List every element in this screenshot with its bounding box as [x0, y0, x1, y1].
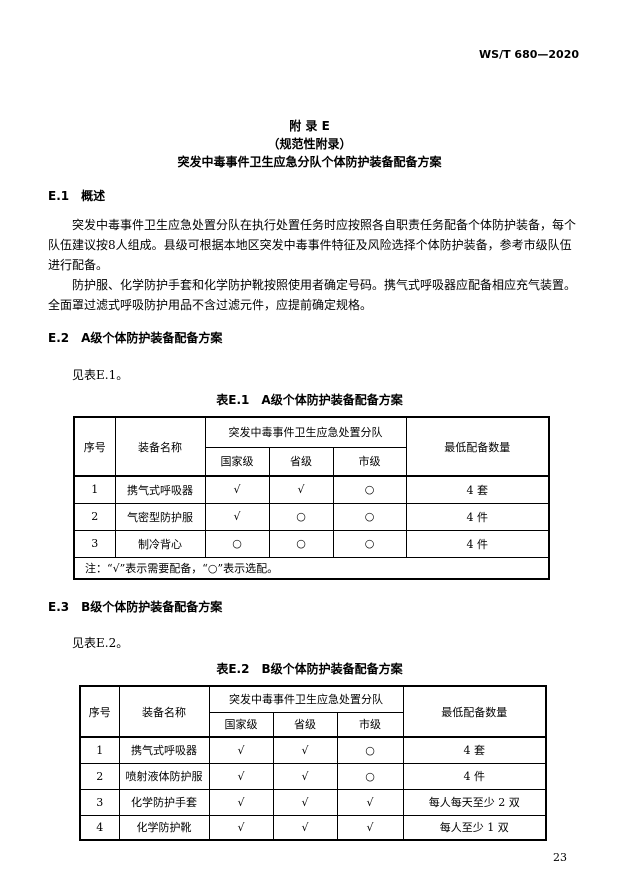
table-e1-title: 表E.1 A级个体防护装备配备方案 — [216, 393, 403, 407]
cell: 携气式呼吸器 — [114, 475, 206, 504]
cell: 化学防护手套 — [118, 788, 210, 816]
cell: 喷射液体防护服 — [118, 762, 210, 790]
cell: 4 套 — [402, 736, 547, 764]
appendix-title: 附 录 E — [289, 119, 330, 133]
standard-number: WS/T 680—2020 — [479, 48, 579, 61]
cell: √ — [208, 762, 274, 790]
table-e1: 序号 装备名称 突发中毒事件卫生应急处置分队 最低配备数量 国家级 省级 市级 1 携气式呼… — [73, 416, 550, 580]
cell: √ — [204, 475, 270, 504]
header-no: 序号 — [79, 685, 120, 738]
section-e2-heading: E.2 A级个体防护装备配备方案 — [48, 331, 223, 345]
table-ref: 见表E.1。 — [72, 368, 129, 382]
appendix-name: 突发中毒事件卫生应急分队个体防护装备配备方案 — [177, 155, 442, 169]
cell: 4 件 — [402, 762, 547, 790]
paragraph-1: 突发中毒事件卫生应急处置分队在执行处置任务时应按照各自职责任务配备个体防护装备，… — [48, 218, 577, 272]
cell: ○ — [332, 475, 407, 504]
table-row: 1 携气式呼吸器 √ √ ○ 4 套 — [79, 736, 547, 764]
header-group: 突发中毒事件卫生应急处置分队 — [204, 416, 407, 448]
cell: √ — [272, 736, 338, 764]
cell: √ — [336, 814, 404, 841]
table-row: 4 化学防护靴 √ √ √ 每人至少 1 双 — [79, 814, 547, 841]
cell: √ — [208, 814, 274, 841]
cell: 气密型防护服 — [114, 502, 206, 531]
table-e2: 序号 装备名称 突发中毒事件卫生应急处置分队 最低配备数量 国家级 省级 市级 1 携气式呼… — [79, 685, 547, 841]
header-group: 突发中毒事件卫生应急处置分队 — [208, 685, 404, 713]
cell: 1 — [79, 736, 120, 764]
cell: ○ — [268, 502, 334, 531]
cell: ○ — [336, 762, 404, 790]
cell: 3 — [79, 788, 120, 816]
cell: 1 — [73, 475, 116, 504]
cell: √ — [272, 788, 338, 816]
table-row: 1 携气式呼吸器 √ √ ○ 4 套 — [73, 475, 550, 504]
cell: 化学防护靴 — [118, 814, 210, 841]
header-national: 国家级 — [204, 446, 270, 477]
cell: ○ — [332, 529, 407, 558]
cell: √ — [208, 736, 274, 764]
header-national: 国家级 — [208, 711, 274, 738]
cell: √ — [204, 502, 270, 531]
cell: 2 — [73, 502, 116, 531]
cell: 4 套 — [405, 475, 550, 504]
appendix-type: （规范性附录） — [267, 137, 352, 151]
table-note: 注：“√”表示需要配备，“○”表示选配。 — [73, 556, 550, 580]
table-row: 2 气密型防护服 √ ○ ○ 4 件 — [73, 502, 550, 531]
page-number: 23 — [553, 851, 567, 864]
header-name: 装备名称 — [114, 416, 206, 477]
cell: 4 件 — [405, 502, 550, 531]
cell: ○ — [332, 502, 407, 531]
cell: ○ — [336, 736, 404, 764]
header-provincial: 省级 — [268, 446, 334, 477]
header-qty: 最低配备数量 — [402, 685, 547, 738]
table-ref-2: 见表E.2。 — [72, 636, 129, 650]
header-name: 装备名称 — [118, 685, 210, 738]
cell: 4 件 — [405, 529, 550, 558]
section-e3-heading: E.3 B级个体防护装备配备方案 — [48, 600, 223, 614]
cell: √ — [272, 762, 338, 790]
header-no: 序号 — [73, 416, 116, 477]
table-row: 3 制冷背心 ○ ○ ○ 4 件 — [73, 529, 550, 558]
cell: √ — [336, 788, 404, 816]
header-provincial: 省级 — [272, 711, 338, 738]
cell: √ — [208, 788, 274, 816]
header-qty: 最低配备数量 — [405, 416, 550, 477]
cell: 每人至少 1 双 — [402, 814, 547, 841]
paragraph-2: 防护服、化学防护手套和化学防护靴按照使用者确定号码。携气式呼吸器应配备相应充气装… — [48, 278, 577, 312]
table-e2-title: 表E.2 B级个体防护装备配备方案 — [216, 662, 403, 676]
cell: 每人每天至少 2 双 — [402, 788, 547, 816]
cell: ○ — [268, 529, 334, 558]
header-city: 市级 — [336, 711, 404, 738]
cell: 携气式呼吸器 — [118, 736, 210, 764]
cell: 制冷背心 — [114, 529, 206, 558]
cell: 2 — [79, 762, 120, 790]
table-row: 2 喷射液体防护服 √ √ ○ 4 件 — [79, 762, 547, 790]
header-city: 市级 — [332, 446, 407, 477]
cell: 4 — [79, 814, 120, 841]
cell: √ — [272, 814, 338, 841]
section-e1-heading: E.1 概述 — [48, 189, 106, 203]
cell: 3 — [73, 529, 116, 558]
cell: √ — [268, 475, 334, 504]
cell: ○ — [204, 529, 270, 558]
table-row: 3 化学防护手套 √ √ √ 每人每天至少 2 双 — [79, 788, 547, 816]
